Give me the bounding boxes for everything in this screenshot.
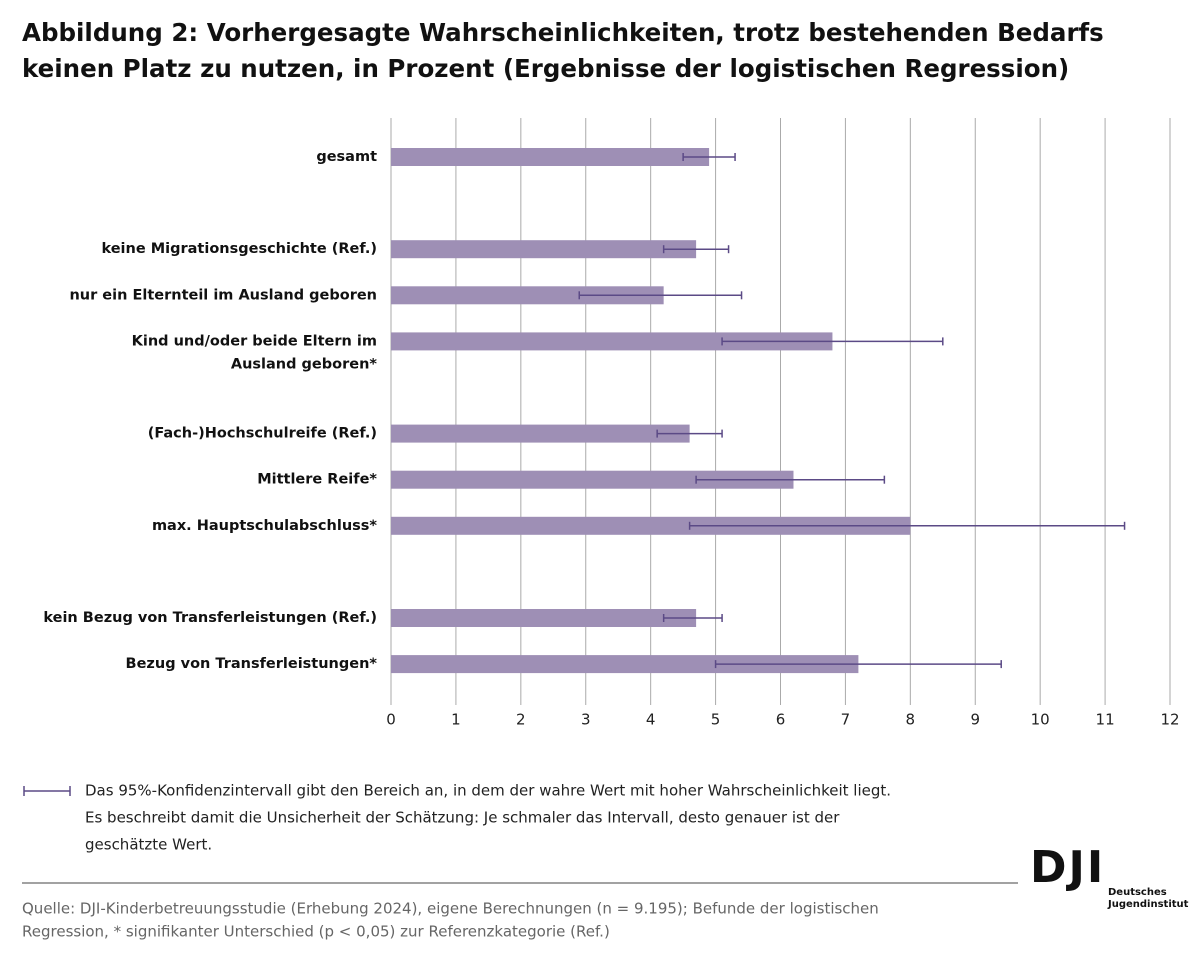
category-label: gesamt	[316, 149, 377, 165]
logo-mark: DJI	[1030, 842, 1105, 893]
x-tick-label: 8	[906, 711, 916, 729]
error-bar	[695, 475, 886, 484]
x-tick-label: 7	[841, 711, 851, 729]
x-tick-label: 10	[1031, 711, 1050, 729]
x-tick-label: 9	[970, 711, 980, 729]
category-label: keine Migrationsgeschichte (Ref.)	[101, 241, 377, 257]
error-bar	[688, 521, 1126, 530]
bar	[391, 286, 664, 305]
legend-marker	[23, 786, 71, 796]
bar	[391, 424, 690, 443]
logo-name: Jugendinstitut	[1107, 899, 1189, 910]
category-label: max. Hauptschulabschluss*	[152, 518, 377, 534]
source-note: Regression, * signifikanter Unterschied …	[22, 923, 610, 941]
category-label: Ausland geboren*	[231, 356, 378, 372]
bar	[391, 655, 859, 674]
error-bar	[578, 291, 743, 300]
x-tick-label: 5	[711, 711, 721, 729]
chart-title: Abbildung 2: Vorhergesagte Wahrscheinlic…	[22, 18, 1104, 47]
legend-text: Es beschreibt damit die Unsicherheit der…	[85, 809, 840, 827]
x-tick-label: 4	[646, 711, 656, 729]
x-tick-label: 3	[581, 711, 591, 729]
category-label: Kind und/oder beide Eltern im	[132, 333, 377, 349]
category-label: Mittlere Reife*	[257, 472, 377, 488]
category-label: kein Bezug von Transferleistungen (Ref.)	[43, 610, 377, 626]
x-tick-label: 11	[1096, 711, 1115, 729]
bar	[391, 516, 911, 535]
legend-text: Das 95%-Konfidenzintervall gibt den Bere…	[85, 782, 891, 800]
error-bar	[662, 245, 730, 254]
error-bar	[662, 614, 723, 622]
x-tick-label: 12	[1160, 711, 1179, 729]
category-label: nur ein Elternteil im Ausland geboren	[69, 287, 377, 303]
bar	[391, 240, 697, 259]
category-label: Bezug von Transferleistungen*	[126, 656, 378, 672]
x-tick-label: 1	[451, 711, 461, 729]
error-bar	[721, 337, 944, 346]
x-tick-label: 2	[516, 711, 526, 729]
error-bar	[714, 660, 1002, 669]
source-note: Quelle: DJI-Kinderbetreuungsstudie (Erhe…	[22, 900, 879, 918]
category-label: (Fach-)Hochschulreife (Ref.)	[148, 426, 377, 442]
logo-name: Deutsches	[1108, 887, 1167, 898]
bar	[391, 609, 697, 627]
legend-text: geschätzte Wert.	[85, 836, 212, 854]
bar	[391, 148, 710, 166]
error-bar	[656, 429, 723, 438]
error-bar	[682, 153, 736, 161]
bar	[391, 470, 794, 489]
x-tick-label: 6	[776, 711, 786, 729]
x-tick-label: 0	[386, 711, 396, 729]
chart-title: keinen Platz zu nutzen, in Prozent (Erge…	[22, 54, 1069, 83]
bar	[391, 332, 833, 351]
